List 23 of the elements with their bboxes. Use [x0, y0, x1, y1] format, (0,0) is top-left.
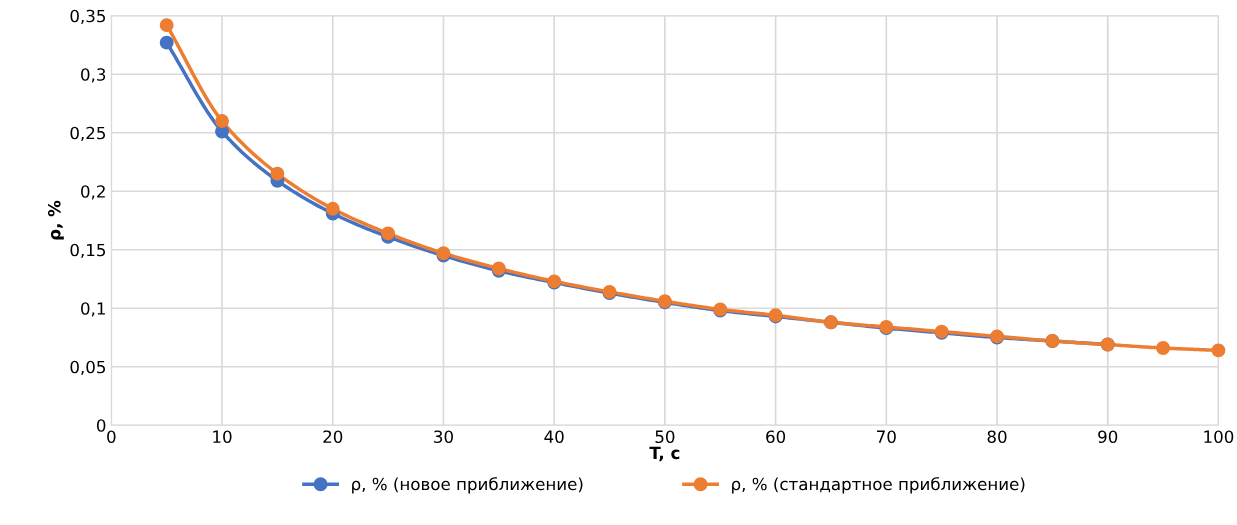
x-tick-label: 10 [213, 430, 232, 444]
legend-label: ρ, % (новое приближение) [352, 477, 583, 494]
x-tick-label: 60 [766, 430, 786, 444]
y-tick-label: 0,1 [81, 302, 105, 317]
y-tick-label: 0,25 [70, 126, 106, 142]
x-tick-label: 40 [544, 430, 564, 444]
x-tick-label: 70 [877, 430, 896, 444]
x-tick-label: 20 [323, 430, 343, 444]
y-tick-label: 0,2 [81, 185, 105, 200]
y-tick-label: 0 [96, 419, 106, 432]
x-axis-title: T, c [649, 446, 680, 462]
x-tick-label: 30 [434, 430, 453, 444]
legend-label: ρ, % (стандартное приближение) [732, 477, 1025, 494]
x-tick-label: 50 [655, 430, 675, 444]
x-tick-label: 0 [107, 430, 116, 444]
y-axis-title: ρ, % [47, 200, 64, 240]
y-tick-label: 0,3 [81, 68, 106, 83]
y-tick-label: 0,35 [70, 9, 106, 25]
y-tick-label: 0,05 [70, 360, 106, 376]
x-tick-label: 100 [1204, 430, 1234, 444]
y-tick-label: 0,15 [70, 243, 106, 259]
x-tick-label: 80 [987, 430, 1007, 444]
x-tick-label: 90 [1098, 430, 1118, 444]
